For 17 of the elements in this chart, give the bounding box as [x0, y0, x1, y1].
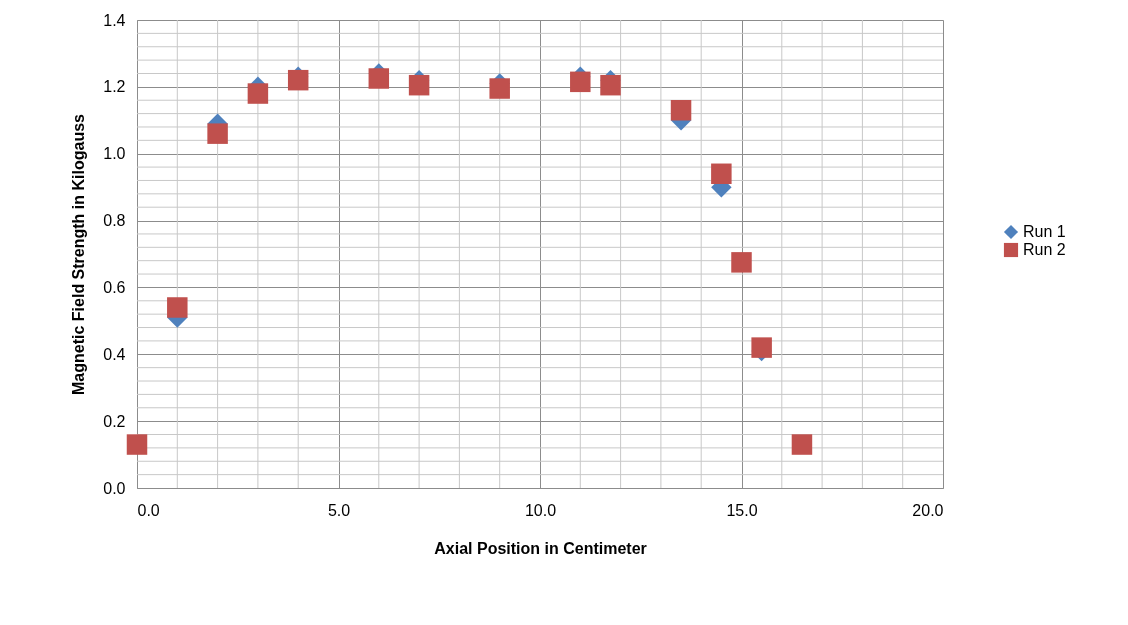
y-tick-label: 0.4 [103, 345, 126, 363]
y-tick-label: 0.2 [103, 412, 126, 430]
y-tick-label: 0.6 [103, 278, 126, 296]
y-tick-label: 1.0 [103, 145, 126, 163]
y-tick-label: 1.2 [103, 78, 126, 96]
x-tick-label: 0.0 [137, 501, 160, 519]
y-tick-label: 0.8 [103, 212, 126, 230]
y-tick-label: 0.0 [103, 479, 126, 497]
x-tick-label: 20.0 [912, 501, 944, 519]
y-axis-title: Magnetic Field Strength in Kilogauss [70, 113, 88, 395]
legend-label: Run 2 [1023, 241, 1066, 258]
x-axis-title: Axial Position in Centimeter [434, 539, 647, 557]
x-tick-label: 5.0 [327, 501, 351, 519]
legend-label: Run 1 [1023, 223, 1066, 240]
x-tick-label: 15.0 [726, 501, 758, 519]
y-tick-label: 1.4 [103, 11, 126, 29]
x-tick-label: 10.0 [524, 501, 557, 519]
